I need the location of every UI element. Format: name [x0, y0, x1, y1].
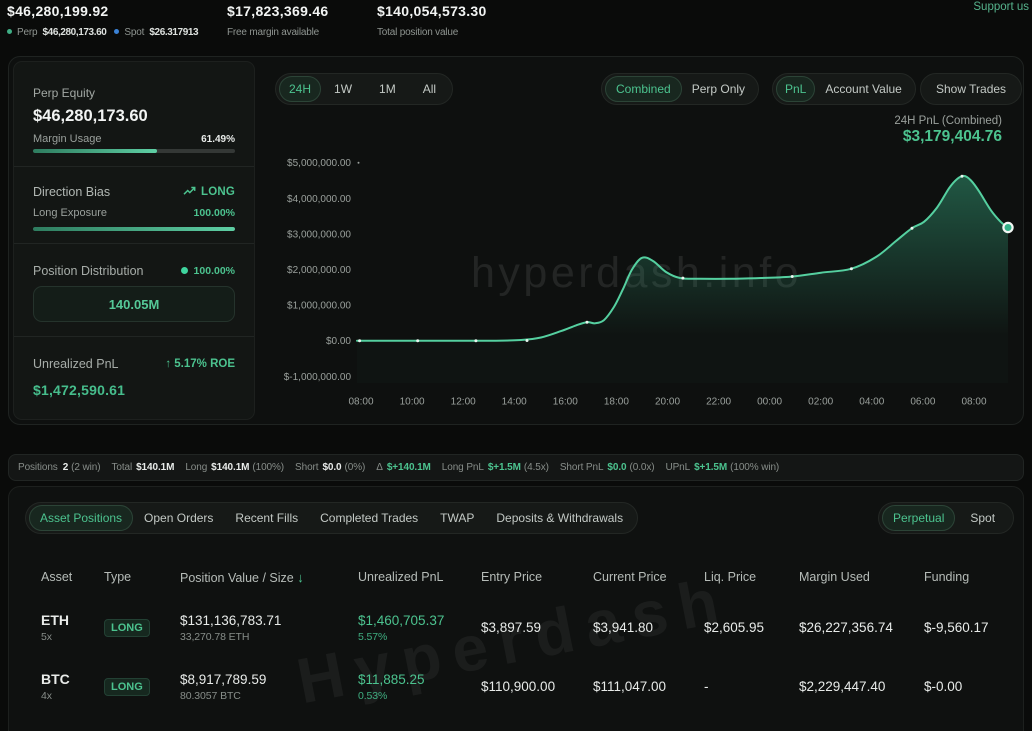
svg-text:$4,000,000.00: $4,000,000.00 [287, 194, 351, 205]
svg-text:06:00: 06:00 [910, 397, 935, 408]
svg-text:12:00: 12:00 [451, 397, 476, 408]
svg-text:$5,000,000.00: $5,000,000.00 [287, 158, 351, 169]
svg-text:14:00: 14:00 [502, 397, 527, 408]
svg-text:00:00: 00:00 [757, 397, 782, 408]
svg-text:22:00: 22:00 [706, 397, 731, 408]
svg-text:02:00: 02:00 [808, 397, 833, 408]
svg-text:$1,000,000.00: $1,000,000.00 [287, 301, 351, 312]
svg-text:08:00: 08:00 [348, 397, 373, 408]
svg-text:20:00: 20:00 [655, 397, 680, 408]
svg-text:04:00: 04:00 [859, 397, 884, 408]
svg-text:10:00: 10:00 [400, 397, 425, 408]
svg-text:16:00: 16:00 [553, 397, 578, 408]
svg-text:$3,000,000.00: $3,000,000.00 [287, 229, 351, 240]
svg-text:$0.00: $0.00 [326, 336, 351, 347]
svg-text:08:00: 08:00 [961, 397, 986, 408]
svg-text:18:00: 18:00 [604, 397, 629, 408]
svg-text:$2,000,000.00: $2,000,000.00 [287, 265, 351, 276]
svg-text:$-1,000,000.00: $-1,000,000.00 [284, 372, 352, 383]
